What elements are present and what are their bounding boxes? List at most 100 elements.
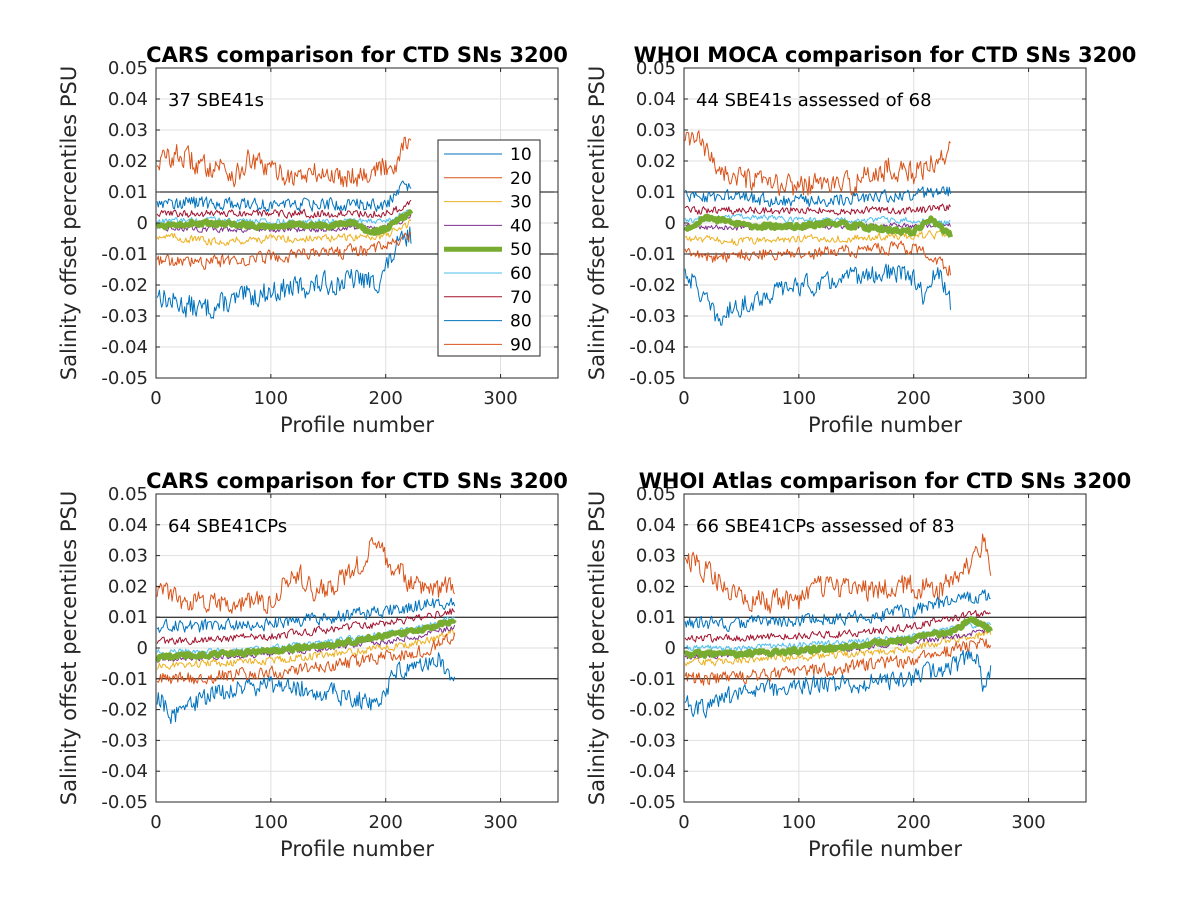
y-tick-label: -0.04: [101, 761, 148, 782]
y-tick-label: 0.05: [108, 484, 148, 505]
x-tick-label: 300: [1011, 388, 1045, 409]
x-tick-label: 100: [254, 812, 288, 833]
y-tick-label: -0.03: [101, 306, 148, 327]
chart-panel-1: 0 100 200 300 -0.05 -0.04 -0.03 -0.02 -0.01 0 0.01…: [57, 43, 568, 437]
series-line-p70: [156, 199, 412, 219]
x-axis-label: Profile number: [808, 837, 962, 861]
series-line-p20: [156, 136, 412, 188]
y-tick-label: 0.04: [636, 515, 676, 536]
y-axis-label: Salinity offset percentiles PSU: [57, 491, 81, 805]
x-axis-label: Profile number: [808, 413, 962, 437]
y-tick-label: 0.05: [636, 58, 676, 79]
series-line-p30: [156, 219, 412, 246]
chart-title: WHOI Atlas comparison for CTD SNs 3200: [639, 469, 1132, 493]
sensor-count-annotation: 64 SBE41CPs: [168, 516, 287, 537]
series-line-p80: [684, 186, 951, 208]
y-tick-label: 0.05: [636, 484, 676, 505]
x-tick-label: 100: [782, 388, 816, 409]
y-tick-label: -0.05: [101, 368, 148, 389]
y-tick-label: -0.04: [629, 337, 676, 358]
series-line-p10: [156, 226, 412, 319]
series-group: [684, 533, 993, 719]
y-tick-label: -0.05: [629, 368, 676, 389]
x-tick-label: 0: [150, 812, 161, 833]
x-tick-label: 200: [897, 388, 931, 409]
y-tick-label: -0.02: [101, 275, 148, 296]
series-line-p70: [156, 608, 455, 645]
y-tick-label: 0.05: [108, 58, 148, 79]
series-group: [156, 536, 457, 725]
y-tick-label: 0.01: [636, 607, 676, 628]
legend-label: 80: [510, 312, 532, 332]
series-line-p10: [156, 652, 456, 725]
legend-label: 30: [510, 193, 532, 213]
series-line-p30: [684, 230, 951, 246]
y-axis-label: Salinity offset percentiles PSU: [585, 66, 609, 380]
legend: 10 20 30 40 50 60 70 80 90: [437, 139, 541, 357]
legend-label: 60: [510, 264, 532, 284]
chart-title: WHOI MOCA comparison for CTD SNs 3200: [634, 43, 1137, 67]
sensor-count-annotation: 66 SBE41CPs assessed of 83: [696, 516, 955, 537]
y-tick-label: -0.02: [101, 700, 148, 721]
series-line-p20: [156, 536, 456, 614]
series-line-p10: [684, 263, 951, 326]
y-tick-label: -0.03: [629, 306, 676, 327]
series-line-p20: [684, 130, 951, 197]
x-tick-label: 300: [483, 812, 517, 833]
y-tick-label: -0.02: [629, 700, 676, 721]
y-tick-label: -0.05: [629, 792, 676, 813]
legend-label: 90: [510, 335, 532, 355]
chart-title: CARS comparison for CTD SNs 3200: [146, 43, 568, 67]
y-tick-label: 0.01: [108, 182, 148, 203]
y-tick-label: 0.04: [108, 89, 148, 110]
x-axis-label: Profile number: [280, 837, 434, 861]
chart-title: CARS comparison for CTD SNs 3200: [146, 469, 568, 493]
legend-label: 70: [510, 288, 532, 308]
series-line-p50: [684, 616, 993, 659]
y-tick-label: -0.03: [101, 730, 148, 751]
series-line-p90: [684, 240, 951, 277]
y-tick-label: 0: [665, 638, 676, 659]
x-tick-label: 300: [1011, 812, 1045, 833]
y-tick-label: -0.01: [101, 669, 148, 690]
legend-label: 40: [510, 216, 532, 236]
y-tick-label: 0: [137, 638, 148, 659]
series-line-p70: [684, 609, 991, 643]
legend-label: 50: [510, 240, 532, 260]
y-tick-label: 0.03: [108, 120, 148, 141]
y-tick-label: 0: [665, 213, 676, 234]
y-tick-label: -0.02: [629, 275, 676, 296]
x-tick-label: 100: [782, 812, 816, 833]
series-line-p90: [684, 637, 992, 686]
y-tick-label: 0.02: [636, 576, 676, 597]
x-tick-label: 0: [678, 812, 689, 833]
y-tick-label: -0.05: [101, 792, 148, 813]
x-tick-label: 0: [150, 388, 161, 409]
y-tick-label: -0.01: [101, 244, 148, 265]
x-axis-label: Profile number: [280, 413, 434, 437]
y-tick-label: 0.03: [636, 120, 676, 141]
series-line-p20: [684, 533, 992, 614]
legend-label: 10: [510, 145, 532, 165]
y-tick-label: -0.04: [101, 337, 148, 358]
series-line-p10: [684, 649, 992, 719]
y-tick-label: 0.02: [108, 151, 148, 172]
y-axis-label: Salinity offset percentiles PSU: [57, 66, 81, 380]
y-tick-label: 0: [137, 213, 148, 234]
sensor-count-annotation: 37 SBE41s: [168, 90, 264, 111]
x-tick-label: 200: [369, 812, 403, 833]
series-line-p50: [156, 618, 457, 662]
x-tick-label: 200: [369, 388, 403, 409]
series-group: [156, 136, 414, 319]
series-group: [684, 130, 953, 326]
x-tick-label: 0: [678, 388, 689, 409]
series-line-p90: [156, 231, 412, 270]
series-line-p80: [684, 589, 991, 632]
y-tick-label: -0.04: [629, 761, 676, 782]
series-line-p30: [684, 628, 992, 667]
y-tick-label: 0.03: [108, 546, 148, 567]
y-tick-label: 0.04: [108, 515, 148, 536]
series-line-p40: [156, 214, 412, 234]
y-tick-label: -0.01: [629, 244, 676, 265]
